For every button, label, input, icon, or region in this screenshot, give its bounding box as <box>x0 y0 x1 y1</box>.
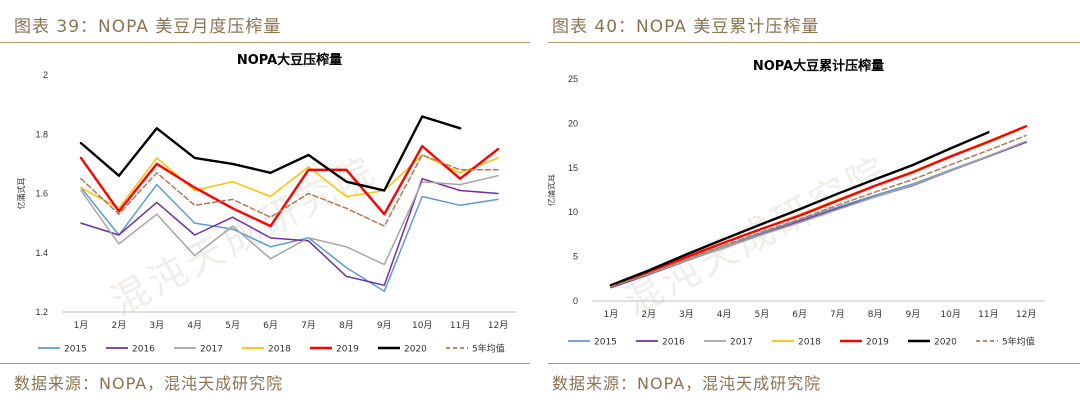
legend-label-2020: 2020 <box>404 345 427 355</box>
x-tick-label: 10月 <box>940 309 960 320</box>
legend-label-2018: 2018 <box>268 345 291 355</box>
x-tick-label: 4月 <box>187 320 202 331</box>
x-tick-label: 10月 <box>412 320 432 331</box>
x-tick-label: 8月 <box>339 320 354 331</box>
y-tick-label: 2 <box>43 70 48 80</box>
x-tick-label: 6月 <box>263 320 278 331</box>
x-tick-label: 1月 <box>604 309 619 320</box>
x-tick-label: 9月 <box>906 309 921 320</box>
y-tick-label: 25 <box>568 74 578 84</box>
series-line-5年均值 <box>80 154 499 227</box>
y-tick-label: 1.4 <box>35 248 48 258</box>
x-tick-label: 11月 <box>978 309 998 320</box>
series-line-2020 <box>79 115 462 192</box>
legend-label-5年均值: 5年均值 <box>472 343 505 355</box>
legend-label-2016: 2016 <box>662 338 685 348</box>
series-line-2016 <box>80 177 499 287</box>
legend-label-2017: 2017 <box>730 338 753 348</box>
x-tick-label: 12月 <box>1016 309 1036 320</box>
legend-label-2019: 2019 <box>866 338 889 348</box>
x-tick-label: 1月 <box>74 320 89 331</box>
y-tick-label: 10 <box>568 207 578 217</box>
x-tick-label: 3月 <box>149 320 164 331</box>
series-line-2017 <box>610 140 1027 288</box>
y-axis-label: 亿蒲式耳 <box>16 178 26 210</box>
chart-title: NOPA大豆压榨量 <box>237 52 342 68</box>
figure-40: 图表 40：NOPA 美豆累计压榨量 混沌天成研究院 NOPA大豆累计压榨量 亿蒲… <box>548 0 1080 402</box>
figure-heading: 图表 40：NOPA 美豆累计压榨量 <box>552 17 820 37</box>
legend-label-5年均值: 5年均值 <box>1002 336 1035 348</box>
series-line-2015 <box>80 183 499 293</box>
series-line-5年均值 <box>610 134 1027 288</box>
y-tick-label: 15 <box>568 163 578 173</box>
legend-label-2018: 2018 <box>798 338 821 348</box>
x-tick-label: 12月 <box>488 320 508 331</box>
series-line-2020 <box>609 131 990 287</box>
x-tick-label: 11月 <box>450 320 470 331</box>
x-tick-label: 8月 <box>868 309 883 320</box>
series-line-2019 <box>79 144 500 228</box>
y-tick-label: 1.6 <box>35 189 48 199</box>
legend-label-2017: 2017 <box>200 345 223 355</box>
y-tick-label: 20 <box>568 118 578 128</box>
series-line-2017 <box>80 174 499 266</box>
y-tick-label: 1.8 <box>35 129 48 139</box>
x-tick-label: 4月 <box>717 309 732 320</box>
x-tick-label: 7月 <box>830 309 845 320</box>
source-rule <box>548 363 1080 364</box>
legend-label-2019: 2019 <box>336 345 359 355</box>
x-tick-label: 9月 <box>377 320 392 331</box>
x-tick-label: 2月 <box>641 309 656 320</box>
legend-label-2016: 2016 <box>132 345 155 355</box>
x-tick-label: 7月 <box>301 320 316 331</box>
legend-label-2015: 2015 <box>64 345 87 355</box>
y-axis-label: 亿蒲式耳 <box>548 174 556 206</box>
x-tick-label: 5月 <box>755 309 770 320</box>
figure-source: 数据来源：NOPA，混沌天成研究院 <box>552 374 822 393</box>
source-rule <box>0 363 530 364</box>
legend-label-2020: 2020 <box>934 338 957 348</box>
legend-label-2015: 2015 <box>594 338 617 348</box>
figure-heading: 图表 39：NOPA 美豆月度压榨量 <box>14 17 282 37</box>
y-tick-label: 1.2 <box>35 307 48 317</box>
chart-title: NOPA大豆累计压榨量 <box>753 58 884 74</box>
x-tick-label: 3月 <box>679 309 694 320</box>
heading-rule <box>548 42 1080 43</box>
x-tick-label: 6月 <box>792 309 807 320</box>
series-line-2019 <box>609 125 1028 287</box>
x-tick-label: 5月 <box>225 320 240 331</box>
x-tick-label: 2月 <box>112 320 127 331</box>
heading-rule <box>0 42 530 43</box>
figure-source: 数据来源：NOPA，混沌天成研究院 <box>14 374 284 393</box>
y-tick-label: 5 <box>573 252 578 262</box>
y-tick-label: 0 <box>573 296 578 306</box>
figure-39: 图表 39：NOPA 美豆月度压榨量 混沌天成研究院 NOPA大豆压榨量 亿蒲式耳… <box>0 0 530 402</box>
